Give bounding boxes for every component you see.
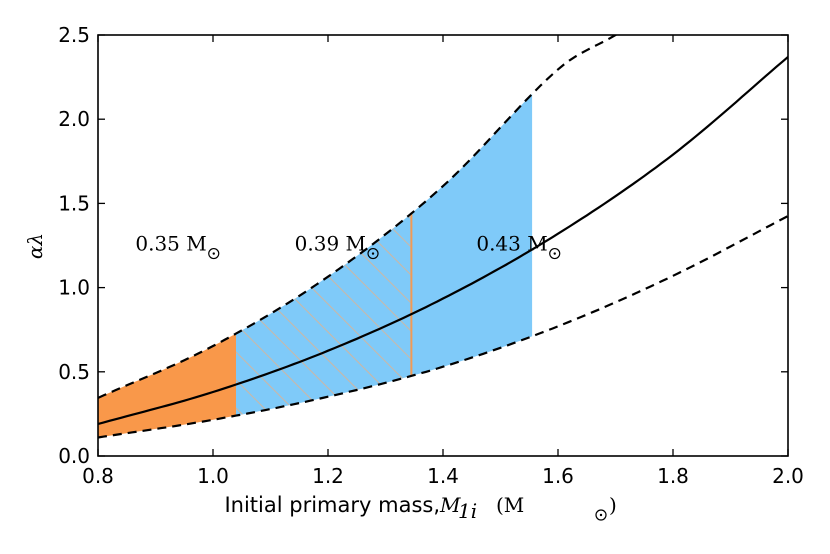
axis-ticks: 0.8 1.0 1.2 1.4 1.6 1.8 2.0 0.0 0.5 1.0 1.5 2.0 2.5 xyxy=(58,23,804,488)
sun-circle xyxy=(367,247,379,260)
hatch-line xyxy=(808,0,830,554)
hatch-line xyxy=(236,213,355,416)
orange-region xyxy=(98,333,236,438)
y-tick-label: 1.0 xyxy=(58,276,90,300)
shaded-regions xyxy=(98,94,533,438)
series-line xyxy=(98,215,788,439)
x-axis-unit: (M xyxy=(496,493,524,517)
y-tick-label: 0.0 xyxy=(58,444,90,468)
annotation-label: 0.39 M xyxy=(295,232,366,256)
x-axis-label: Initial primary mass, xyxy=(224,493,440,517)
x-tick-label: 1.0 xyxy=(197,464,229,488)
hatch-line xyxy=(236,213,271,416)
annotation-label: 0.35 M xyxy=(135,232,206,256)
hatch-line xyxy=(236,213,412,416)
annotations: 0.35 M 0.39 M 0.43 M xyxy=(135,232,561,260)
y-axis-label: αλ xyxy=(23,233,47,259)
sun-dot xyxy=(553,252,556,255)
series-line xyxy=(98,56,788,426)
sun-dot xyxy=(371,252,375,255)
x-tick-label: 2.0 xyxy=(772,464,804,488)
y-tick-label: 2.0 xyxy=(58,107,90,131)
x-axis-subscript: 1i xyxy=(458,499,477,523)
y-tick-label: 0.5 xyxy=(58,360,90,384)
sun-symbol-x xyxy=(595,509,607,521)
sun-symbol xyxy=(208,247,220,260)
series-line xyxy=(98,35,618,399)
plot-frame xyxy=(97,34,789,457)
sun-symbol xyxy=(549,247,561,260)
hatch-line xyxy=(236,213,327,416)
x-tick-label: 1.2 xyxy=(312,464,344,488)
hatch-line xyxy=(236,213,412,416)
x-axis-unit-close: ) xyxy=(609,493,617,517)
x-tick-label: 1.8 xyxy=(657,464,689,488)
hatch-line xyxy=(0,0,18,554)
hatch-line xyxy=(0,0,46,554)
sun-circle xyxy=(549,247,561,260)
x-axis-symbol: M xyxy=(439,493,461,517)
x-tick-label: 1.4 xyxy=(427,464,459,488)
y-tick-label: 2.5 xyxy=(58,23,90,47)
sun-symbol xyxy=(367,247,379,260)
sun-circle xyxy=(208,247,220,260)
annotation-label: 0.43 M xyxy=(476,232,547,256)
blue-region xyxy=(236,94,533,416)
hatch-line xyxy=(236,213,299,416)
hatch-line xyxy=(696,0,830,554)
hatch-line xyxy=(668,0,830,554)
x-tick-label: 0.8 xyxy=(82,464,114,488)
x-tick-label: 1.6 xyxy=(542,464,574,488)
series-lines xyxy=(98,35,788,439)
y-tick-label: 1.5 xyxy=(58,191,90,215)
sun-dot xyxy=(212,252,215,255)
